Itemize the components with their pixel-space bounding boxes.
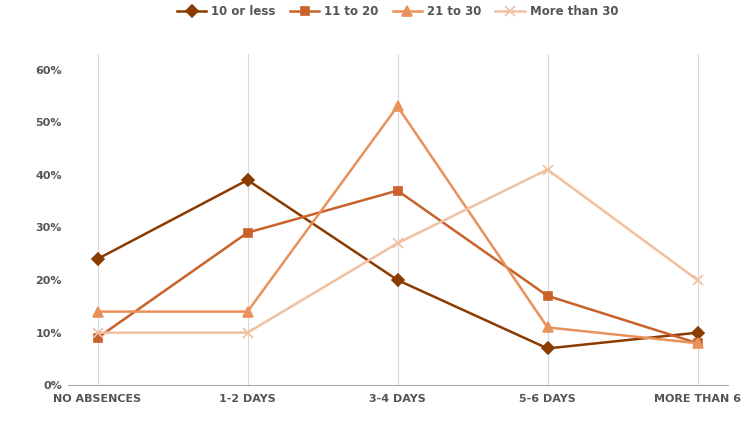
11 to 20 [543, 293, 552, 298]
More than 30 [393, 241, 402, 246]
10 or less [243, 177, 252, 183]
10 or less [543, 346, 552, 351]
11 to 20 [693, 340, 702, 346]
Line: 10 or less: 10 or less [93, 176, 702, 353]
Line: 21 to 30: 21 to 30 [93, 102, 702, 348]
11 to 20 [93, 335, 102, 340]
21 to 30 [243, 309, 252, 314]
10 or less [693, 330, 702, 336]
11 to 20 [243, 230, 252, 235]
21 to 30 [693, 340, 702, 346]
Legend: 10 or less, 11 to 20, 21 to 30, More than 30: 10 or less, 11 to 20, 21 to 30, More tha… [172, 1, 622, 23]
More than 30 [93, 330, 102, 336]
More than 30 [243, 330, 252, 336]
Line: 11 to 20: 11 to 20 [93, 186, 702, 347]
21 to 30 [543, 325, 552, 330]
10 or less [393, 277, 402, 283]
21 to 30 [93, 309, 102, 314]
More than 30 [543, 167, 552, 172]
More than 30 [693, 277, 702, 283]
21 to 30 [393, 103, 402, 109]
Line: More than 30: More than 30 [93, 165, 702, 337]
11 to 20 [393, 188, 402, 193]
10 or less [93, 256, 102, 262]
